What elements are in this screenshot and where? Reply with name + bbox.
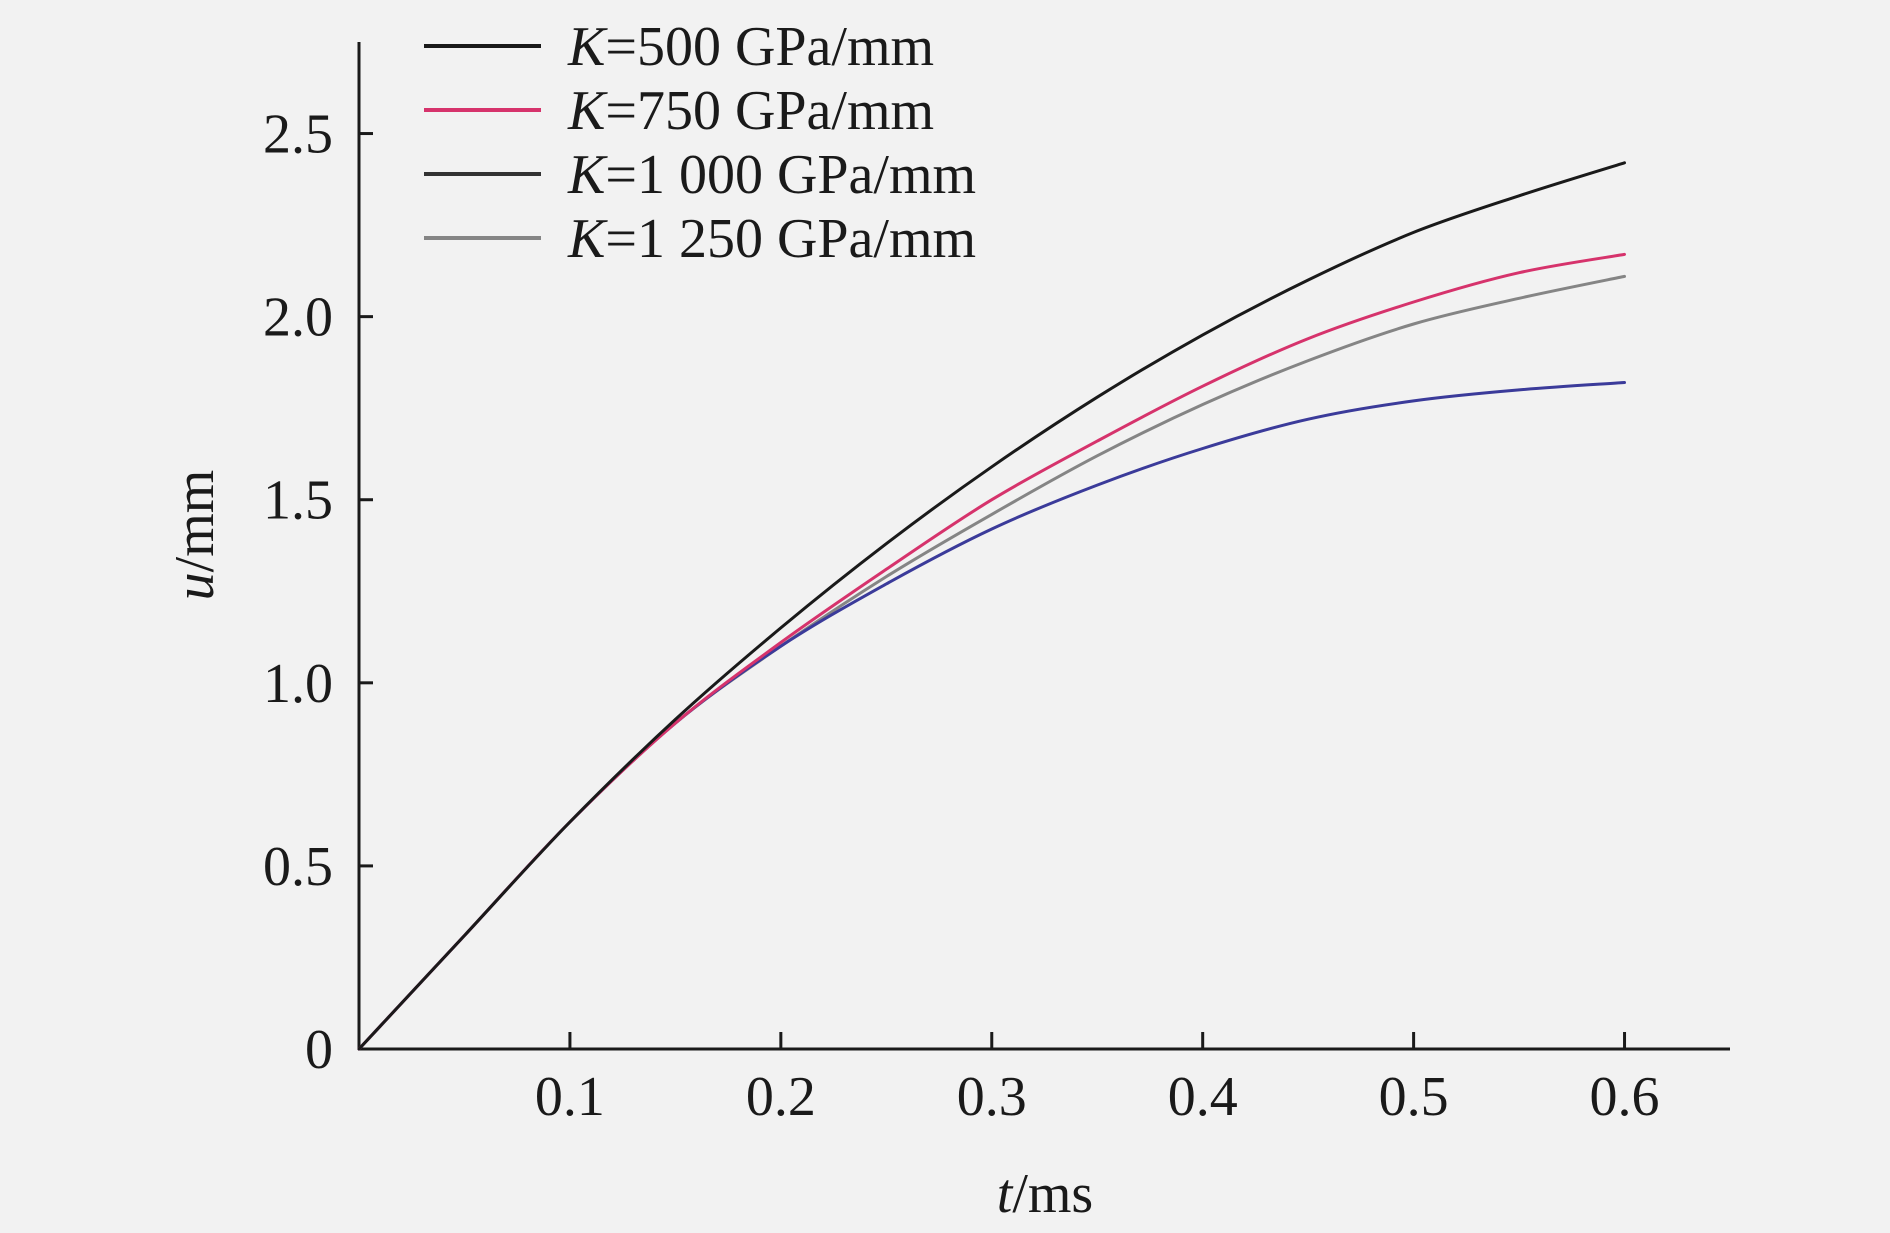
y-ticks: 0 0.5 1.0 1.5 2.0 2.5 xyxy=(263,104,373,1081)
legend-label-variable: K xyxy=(567,208,608,270)
x-tick-label: 0.4 xyxy=(1168,1066,1238,1128)
legend-label-variable: K xyxy=(567,16,608,78)
legend-label-3: K=1 000 GPa/mm xyxy=(567,144,976,206)
series-line-2 xyxy=(357,252,1626,1051)
y-axis-label: u/mm xyxy=(164,470,226,601)
series-lines xyxy=(357,161,1626,1051)
legend: K=500 GPa/mmK=750 GPa/mmK=1 000 GPa/mmK=… xyxy=(424,16,976,270)
x-axis-unit: /ms xyxy=(1012,1163,1093,1225)
series-line-4 xyxy=(357,274,1626,1051)
x-tick-label: 0.5 xyxy=(1379,1066,1449,1128)
legend-label-variable: K xyxy=(567,80,608,142)
axes xyxy=(357,42,1730,1051)
legend-label-text: =750 GPa/mm xyxy=(605,80,934,142)
y-tick-label: 0.5 xyxy=(263,836,333,898)
legend-label-2: K=750 GPa/mm xyxy=(567,80,934,142)
legend-label-text: =1 250 GPa/mm xyxy=(605,208,976,270)
x-tick-label: 0.1 xyxy=(535,1066,605,1128)
legend-label-text: =1 000 GPa/mm xyxy=(605,144,976,206)
y-tick-label: 0 xyxy=(305,1019,333,1081)
y-tick-label: 2.5 xyxy=(263,104,333,166)
y-axis-unit: /mm xyxy=(164,470,226,573)
legend-label-variable: K xyxy=(567,144,608,206)
y-tick-label: 1.0 xyxy=(263,653,333,715)
x-ticks: 0.1 0.2 0.3 0.4 0.5 0.6 xyxy=(535,1032,1660,1128)
x-tick-label: 0.2 xyxy=(746,1066,816,1128)
legend-label-4: K=1 250 GPa/mm xyxy=(567,208,976,270)
y-tick-label: 1.5 xyxy=(263,470,333,532)
y-tick-label: 2.0 xyxy=(263,287,333,349)
legend-label-1: K=500 GPa/mm xyxy=(567,16,934,78)
x-axis-variable: t xyxy=(997,1163,1014,1225)
x-tick-label: 0.3 xyxy=(957,1066,1027,1128)
y-axis-variable: u xyxy=(164,572,226,600)
x-tick-label: 0.6 xyxy=(1590,1066,1660,1128)
series-line-3 xyxy=(357,381,1626,1051)
legend-label-text: =500 GPa/mm xyxy=(605,16,934,78)
series-line-1 xyxy=(357,161,1626,1051)
x-axis-label: t/ms xyxy=(997,1163,1093,1225)
